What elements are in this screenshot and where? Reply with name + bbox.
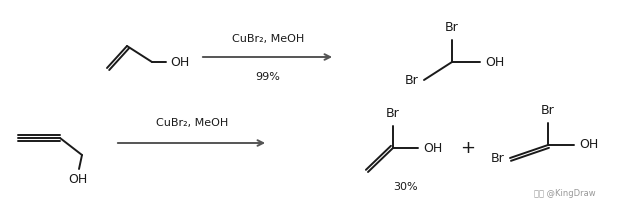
Text: OH: OH — [485, 56, 504, 69]
Text: CuBr₂, MeOH: CuBr₂, MeOH — [232, 34, 304, 44]
Text: Br: Br — [492, 152, 505, 164]
Text: OH: OH — [423, 141, 442, 154]
Text: OH: OH — [579, 139, 598, 152]
Text: 头条 @KingDraw: 头条 @KingDraw — [534, 189, 596, 198]
Text: 99%: 99% — [255, 72, 280, 82]
Text: CuBr₂, MeOH: CuBr₂, MeOH — [156, 118, 228, 128]
Text: Br: Br — [405, 74, 419, 87]
Text: OH: OH — [68, 173, 88, 186]
Text: OH: OH — [170, 56, 189, 69]
Text: Br: Br — [445, 21, 459, 34]
Text: 30%: 30% — [393, 182, 417, 192]
Text: Br: Br — [386, 107, 400, 120]
Text: +: + — [461, 139, 476, 157]
Text: Br: Br — [541, 104, 555, 117]
